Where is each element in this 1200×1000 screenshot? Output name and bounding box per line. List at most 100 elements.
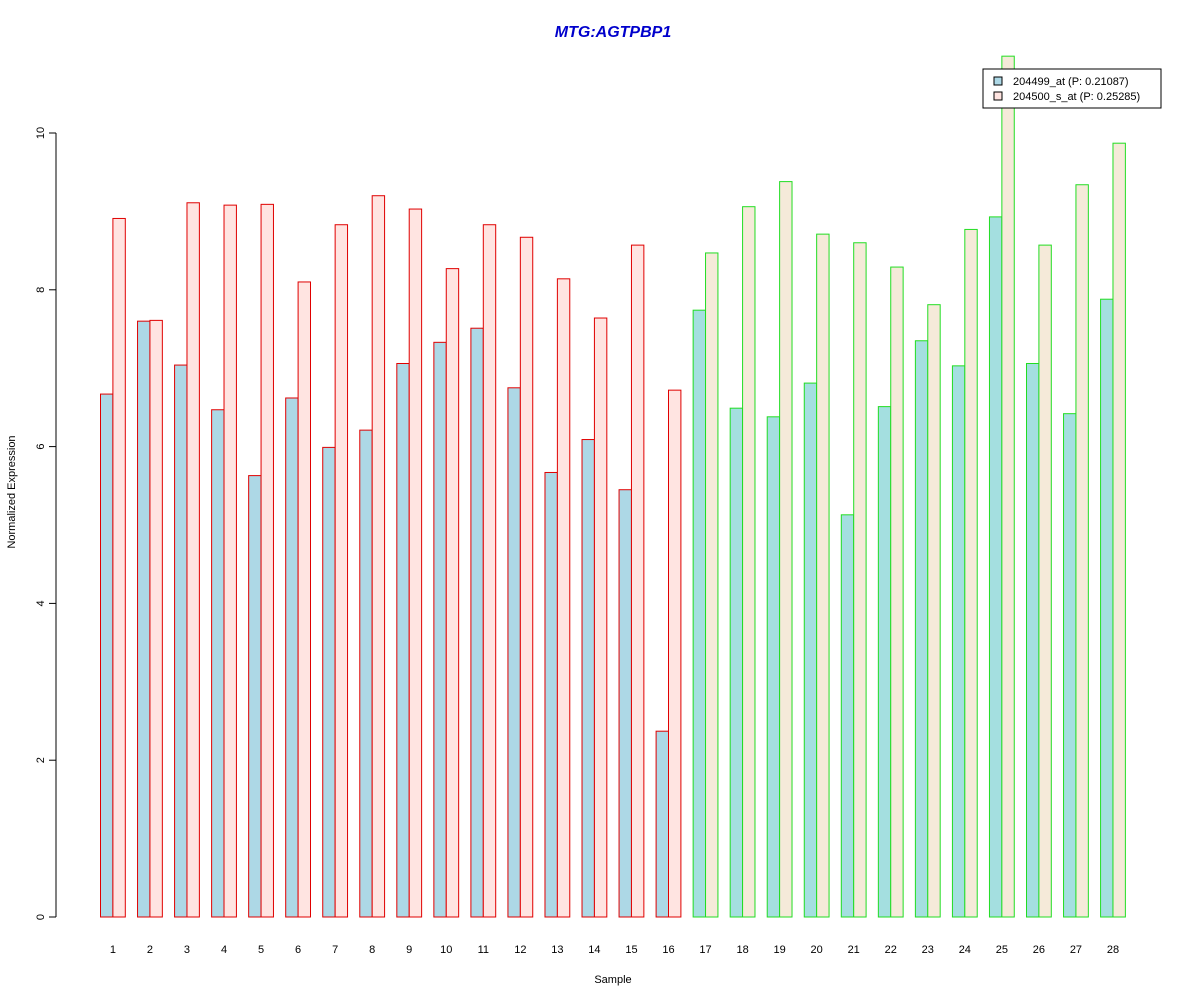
bar-s1-18: [729, 407, 744, 918]
y-tick-label: 8: [35, 287, 47, 293]
bar-s2-8: [371, 195, 386, 918]
y-tick-label: 0: [35, 914, 47, 920]
bar-s2-3: [186, 202, 200, 918]
bar-s2-26: [1038, 244, 1052, 918]
x-tick-label: 18: [736, 944, 748, 956]
bar-s2-5: [260, 203, 274, 918]
x-tick-label: 28: [1107, 944, 1119, 956]
x-tick-label: 11: [478, 944, 489, 956]
bar-s2-20: [816, 233, 830, 918]
bar-s2-12: [519, 236, 534, 918]
bar-s1-14: [581, 439, 595, 918]
bar-s1-22: [877, 406, 892, 918]
bar-s1-26: [1026, 362, 1040, 918]
x-tick-label: 26: [1033, 944, 1045, 956]
x-tick-label: 20: [811, 944, 823, 956]
x-tick-label: 27: [1070, 944, 1082, 956]
y-axis: 0 2 4 6 8 10: [35, 127, 57, 920]
bar-s1-25: [988, 216, 1003, 918]
y-tick-label: 6: [35, 444, 47, 450]
bar-s1-8: [359, 429, 373, 918]
bar-s2-6: [297, 281, 312, 918]
bar-s1-2: [137, 320, 151, 918]
bar-s2-9: [408, 208, 423, 918]
bar-s2-7: [334, 224, 349, 918]
bar-s1-28: [1100, 298, 1114, 918]
x-tick-label: 12: [514, 944, 526, 956]
y-axis-label: Normalized Expression: [6, 435, 18, 548]
x-tick-label: 13: [551, 944, 563, 956]
bar-s2-4: [223, 204, 237, 918]
x-tick-label: 1: [110, 944, 116, 956]
bar-s1-23: [914, 340, 929, 918]
x-tick-label: 9: [406, 944, 412, 956]
bar-s1-13: [544, 471, 558, 918]
x-tick-label: 25: [996, 944, 1008, 956]
bar-s2-13: [556, 278, 571, 918]
y-tick-label: 10: [35, 127, 47, 139]
bar-s2-16: [668, 389, 682, 918]
x-axis-label: Sample: [594, 974, 631, 986]
bar-s2-25: [1001, 55, 1015, 918]
x-tick-label: 4: [221, 944, 227, 956]
bar-s2-27: [1075, 184, 1089, 918]
bar-s1-7: [322, 446, 336, 918]
legend-swatch: [993, 76, 1003, 86]
bar-s1-12: [507, 387, 521, 918]
bar-s1-1: [100, 393, 114, 918]
bar-s2-11: [482, 224, 497, 918]
bar-s2-21: [853, 242, 867, 918]
x-tick-label: 21: [848, 944, 860, 956]
x-tick-label: 23: [922, 944, 934, 956]
bar-s1-19: [766, 416, 781, 918]
bar-s1-27: [1063, 413, 1077, 918]
chart-title: MTG:AGTPBP1: [555, 24, 672, 41]
legend-entry-label: 204499_at (P: 0.21087): [1013, 76, 1129, 88]
bar-s1-9: [396, 362, 410, 918]
y-tick-label: 4: [35, 600, 47, 606]
x-axis-tick-labels: 1 2 3 4 5 6 7 8 9 10 11 12 13 14 15 16 17 18 19 20 21 22 23 24 2…: [110, 944, 1119, 956]
bar-s2-23: [927, 304, 941, 918]
legend-swatch: [993, 91, 1003, 101]
bar-s2-14: [593, 317, 608, 918]
bar-s1-3: [174, 364, 188, 918]
bar-s1-11: [470, 327, 484, 918]
bar-s1-20: [803, 382, 818, 918]
legend: 204499_at (P: 0.21087) 204500_s_at (P: 0.…: [982, 68, 1162, 109]
x-tick-label: 14: [588, 944, 600, 956]
bar-s1-4: [211, 409, 225, 918]
x-tick-label: 2: [147, 944, 153, 956]
x-tick-label: 7: [332, 944, 338, 956]
legend-box: [982, 68, 1162, 109]
bar-s1-17: [692, 309, 707, 918]
x-tick-label: 22: [885, 944, 897, 956]
x-tick-label: 19: [773, 944, 785, 956]
x-tick-label: 5: [258, 944, 264, 956]
bar-s1-10: [433, 341, 447, 918]
bar-s1-5: [248, 475, 262, 918]
bar-s2-28: [1112, 142, 1126, 918]
bar-s2-10: [445, 268, 460, 918]
bar-s2-1: [112, 217, 126, 918]
bars-group: [100, 55, 1126, 918]
legend-entry-label: 204500_s_at (P: 0.25285): [1013, 91, 1140, 103]
y-tick-label: 2: [35, 757, 47, 763]
bar-s1-6: [285, 397, 299, 918]
bar-s1-24: [951, 365, 966, 918]
x-tick-label: 6: [295, 944, 301, 956]
x-tick-label: 17: [699, 944, 711, 956]
bar-s2-15: [630, 244, 645, 918]
bar-s2-19: [779, 181, 793, 918]
x-tick-label: 24: [959, 944, 971, 956]
bar-s2-17: [705, 252, 719, 918]
x-tick-label: 10: [440, 944, 452, 956]
bar-s2-2: [149, 319, 163, 918]
x-tick-label: 3: [184, 944, 190, 956]
bar-s1-16: [655, 730, 669, 918]
x-tick-label: 16: [662, 944, 674, 956]
bar-s2-18: [742, 206, 756, 918]
x-tick-label: 8: [369, 944, 375, 956]
x-tick-label: 15: [625, 944, 637, 956]
